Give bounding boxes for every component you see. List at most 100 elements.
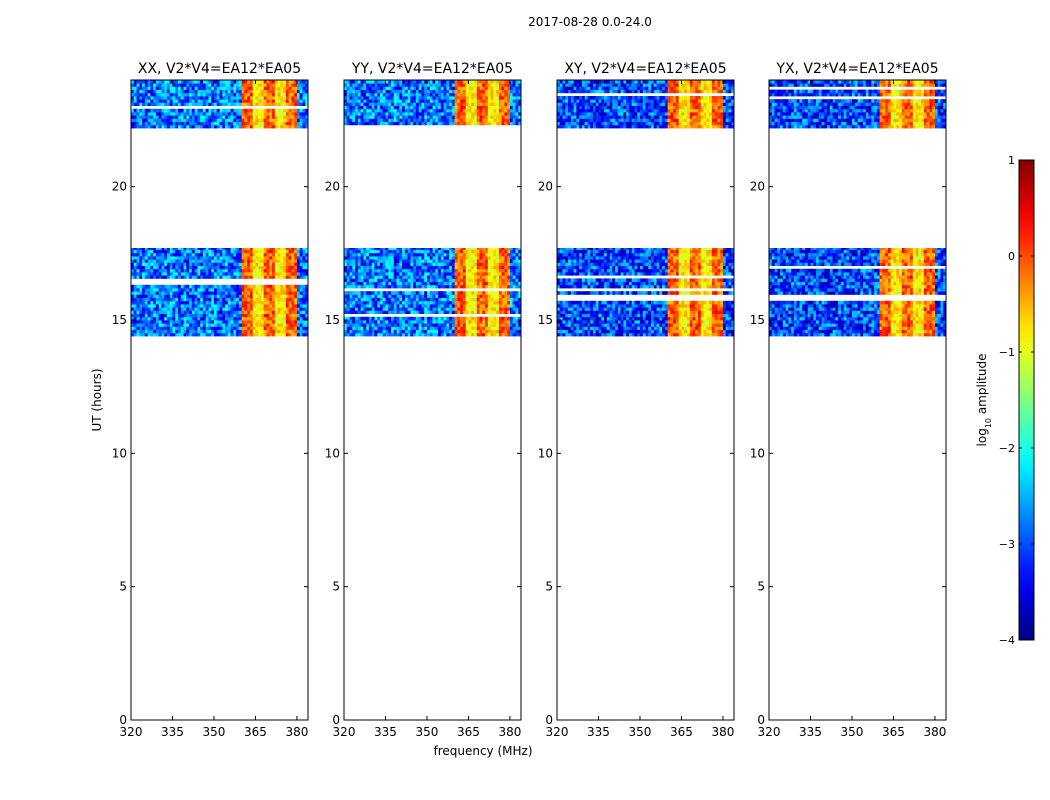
heatmap-cell (388, 294, 392, 298)
heatmap-cell (241, 115, 245, 119)
heatmap-cell (473, 284, 478, 289)
heatmap-cell (366, 89, 370, 94)
heatmap-cell (382, 300, 386, 305)
heatmap-cell (349, 268, 353, 273)
heatmap-cell (227, 118, 231, 122)
heatmap-cell (360, 329, 364, 334)
heatmap-cell (249, 108, 254, 113)
heatmap-cell (131, 272, 135, 276)
heatmap-cell (429, 297, 433, 302)
heatmap-cell (202, 249, 207, 254)
heatmap-cell (161, 304, 165, 308)
heatmap-cell (219, 332, 223, 337)
heatmap-cell (446, 294, 450, 298)
heatmap-cell (153, 92, 157, 97)
heatmap-cell (272, 115, 276, 119)
heatmap-cell (487, 300, 491, 305)
heatmap-cell (473, 92, 478, 97)
heatmap-cell (166, 310, 171, 314)
heatmap-cell (355, 112, 359, 116)
heatmap-cell (415, 329, 420, 334)
heatmap-cell (487, 332, 491, 337)
heatmap-cell (305, 108, 309, 113)
heatmap-cell (175, 320, 179, 324)
heatmap-cell (374, 275, 378, 279)
heatmap-cell (388, 320, 392, 324)
heatmap-cell (349, 300, 353, 305)
heatmap-cell (158, 112, 162, 116)
heatmap-cell (280, 249, 284, 254)
heatmap-cell (446, 121, 450, 126)
heatmap-cell (379, 272, 384, 276)
heatmap-cell (255, 297, 259, 302)
heatmap-cell (426, 332, 431, 337)
heatmap-cell (133, 310, 137, 314)
heatmap-cell (366, 304, 370, 308)
heatmap-cell (360, 99, 364, 103)
heatmap-cell (161, 92, 165, 97)
heatmap-cell (277, 252, 281, 257)
heatmap-cell (202, 310, 207, 314)
heatmap-cell (446, 262, 450, 266)
heatmap-cell (454, 304, 458, 308)
heatmap-cell (374, 248, 378, 250)
heatmap-cell (166, 108, 171, 113)
heatmap-cell (454, 332, 458, 337)
heatmap-cell (355, 278, 359, 282)
heatmap-cell (404, 265, 409, 270)
heatmap-cell (368, 272, 373, 276)
heatmap-cell (208, 300, 212, 305)
heatmap-cell (402, 105, 406, 110)
heatmap-cell (344, 278, 348, 282)
heatmap-cell (457, 96, 461, 100)
heatmap-cell (490, 278, 494, 282)
heatmap-cell (454, 248, 458, 250)
heatmap-cell (377, 332, 381, 337)
heatmap-cell (200, 83, 204, 87)
heatmap-cell (454, 89, 458, 94)
heatmap-cell (272, 275, 276, 279)
heatmap-cell (460, 265, 464, 270)
heatmap-cell (391, 118, 395, 122)
heatmap-cell (396, 248, 400, 250)
heatmap-cell (388, 329, 392, 334)
heatmap-cell (144, 262, 148, 266)
heatmap-cell (169, 320, 173, 324)
heatmap-cell (435, 332, 439, 337)
heatmap-cell (161, 291, 165, 295)
heatmap-cell (244, 249, 248, 254)
heatmap-cell (169, 313, 173, 318)
heatmap-cell (197, 99, 201, 103)
heatmap-cell (396, 316, 400, 321)
heatmap-cell (222, 115, 226, 119)
heatmap-cell (443, 262, 447, 266)
heatmap-cell (457, 323, 461, 327)
heatmap-cell (186, 326, 190, 330)
heatmap-cell (266, 294, 270, 298)
heatmap-cell (274, 99, 278, 103)
heatmap-cell (175, 83, 179, 87)
heatmap-cell (344, 252, 348, 257)
heatmap-cell (479, 262, 483, 266)
heatmap-cell (446, 96, 450, 100)
heatmap-cell (402, 99, 406, 103)
heatmap-cell (166, 275, 171, 279)
heatmap-cell (158, 265, 162, 270)
heatmap-cell (429, 256, 433, 260)
heatmap-cell (410, 320, 414, 324)
heatmap-cell (294, 115, 298, 119)
heatmap-cell (305, 297, 309, 302)
heatmap-cell (388, 86, 392, 90)
heatmap-cell (454, 108, 458, 113)
heatmap-cell (385, 89, 389, 94)
heatmap-cell (449, 112, 453, 116)
heatmap-cell (266, 323, 270, 327)
heatmap-cell (183, 297, 187, 302)
heatmap-cell (404, 310, 409, 314)
heatmap-cell (391, 329, 395, 334)
heatmap-cell (230, 80, 234, 84)
heatmap-cell (299, 124, 303, 129)
heatmap-cell (504, 320, 508, 324)
heatmap-cell (294, 112, 298, 116)
heatmap-cell (236, 89, 240, 94)
